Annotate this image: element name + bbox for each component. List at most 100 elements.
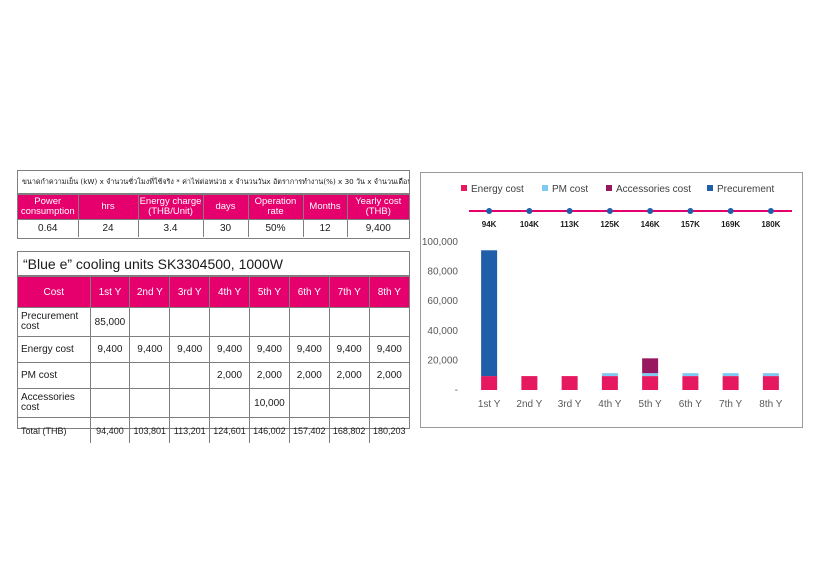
table-row: Accessories cost 10,000 [18, 388, 409, 418]
formula-header: Power consumption [18, 194, 79, 220]
table-cell: 94,400 [89, 417, 131, 443]
bar-segment [561, 376, 578, 390]
cost-table-panel: “Blue e” cooling units SK3304500, 1000W … [17, 251, 410, 443]
x-tick-label: 1st Y [478, 399, 501, 410]
legend-label: Energy cost [471, 184, 524, 195]
table-cell: 157,402 [288, 417, 330, 443]
table-cell [89, 388, 131, 418]
cumulative-marker [606, 208, 613, 214]
table-cell: 2,000 [249, 362, 290, 389]
cumulative-marker [566, 208, 573, 214]
table-cell: 2,000 [288, 362, 330, 389]
bar-segment [481, 376, 498, 390]
bar-segment [601, 376, 618, 390]
table-cell [169, 362, 211, 389]
table-cell [209, 307, 250, 337]
legend-label: Precurement [717, 184, 774, 195]
row-label: Total (THB) [18, 417, 91, 443]
cumulative-marker [687, 208, 694, 214]
cumulative-marker [727, 208, 734, 214]
table-cell: 9,400 [89, 336, 131, 363]
formula-header-row: Power consumption hrs Energy charge (THB… [18, 194, 409, 220]
table-cell [89, 362, 131, 389]
formula-value: 3.4 [137, 219, 204, 237]
table-cell [249, 307, 290, 337]
cost-header: 1st Y [89, 276, 131, 308]
cost-header: 4th Y [209, 276, 250, 308]
y-tick-label: 80,000 [427, 267, 458, 278]
bar-segment [722, 376, 739, 390]
cost-header: 6th Y [288, 276, 330, 308]
y-tick-label: 20,000 [427, 355, 458, 366]
row-label: Energy cost [18, 336, 91, 363]
y-tick-label: 60,000 [427, 296, 458, 307]
bar-segment [762, 376, 779, 390]
bar-segment [722, 373, 739, 377]
table-cell: 9,400 [328, 336, 370, 363]
y-tick-label: 100,000 [422, 237, 459, 248]
table-cell [328, 307, 370, 337]
table-cell: 9,400 [368, 336, 409, 363]
cost-header: 7th Y [328, 276, 370, 308]
cost-chart-panel: Energy cost PM cost Accessories cost Precur… [420, 172, 803, 428]
formula-table: Power consumption hrs Energy charge (THB… [18, 194, 409, 237]
formula-value: 50% [247, 219, 304, 237]
row-label: PM cost [18, 362, 91, 389]
table-cell [368, 307, 409, 337]
bar-segment [521, 376, 538, 390]
table-cell [368, 388, 409, 418]
cumulative-label: 157K [681, 220, 700, 229]
cumulative-label: 104K [520, 220, 539, 229]
x-tick-label: 2nd Y [516, 399, 542, 410]
formula-header: Energy charge (THB/Unit) [137, 194, 204, 220]
cumulative-marker [526, 208, 533, 214]
cost-header: 2nd Y [129, 276, 171, 308]
table-cell: 85,000 [89, 307, 131, 337]
x-tick-label: 6th Y [679, 399, 702, 410]
cost-table: Cost 1st Y 2nd Y 3rd Y 4th Y 5th Y 6th Y… [18, 276, 409, 443]
table-cell: 168,802 [328, 417, 370, 443]
table-cell [169, 307, 211, 337]
table-cell [288, 388, 330, 418]
cumulative-label: 180K [761, 220, 780, 229]
bar-segment [682, 376, 699, 390]
cost-chart: Energy cost PM cost Accessories cost Precur… [422, 184, 792, 410]
cost-table-title: “Blue e” cooling units SK3304500, 1000W [18, 252, 409, 276]
row-label: Accessories cost [18, 388, 91, 418]
formula-text: ขนาดกำความเย็น (kW) x จำนวนชั่วโมงที่ใช้… [18, 171, 409, 194]
formula-header: Months [302, 194, 348, 220]
cumulative-label: 125K [600, 220, 619, 229]
cumulative-label: 94K [482, 220, 497, 229]
yearly-energy-formula-panel: ขนาดกำความเย็น (kW) x จำนวนชั่วโมงที่ใช้… [17, 170, 410, 239]
x-tick-label: 7th Y [719, 399, 742, 410]
formula-value: 0.64 [18, 219, 79, 237]
formula-header: Operation rate [247, 194, 304, 220]
x-tick-label: 3rd Y [558, 399, 582, 410]
formula-header: hrs [77, 194, 139, 220]
table-cell: 146,002 [249, 417, 290, 443]
table-cell [288, 307, 330, 337]
table-cell: 2,000 [368, 362, 409, 389]
legend-swatch [461, 185, 467, 191]
cumulative-label: 146K [641, 220, 660, 229]
table-cell [129, 362, 171, 389]
table-cell: 9,400 [169, 336, 211, 363]
formula-value-row: 0.64 24 3.4 30 50% 12 9,400 [18, 219, 409, 237]
cost-header: 8th Y [368, 276, 409, 308]
table-cell: 2,000 [209, 362, 250, 389]
row-label: Precurement cost [18, 307, 91, 337]
table-cell: 9,400 [288, 336, 330, 363]
cost-header: 3rd Y [169, 276, 211, 308]
cumulative-label: 169K [721, 220, 740, 229]
cumulative-marker [767, 208, 774, 214]
table-cell: 9,400 [249, 336, 290, 363]
table-cell [328, 388, 370, 418]
x-tick-label: 5th Y [639, 399, 662, 410]
legend-swatch [707, 185, 713, 191]
formula-header: days [202, 194, 249, 220]
bar-segment [642, 358, 659, 374]
formula-header: Yearly cost (THB) [346, 194, 409, 220]
bar-segment [642, 376, 659, 390]
bar-segment [481, 250, 498, 377]
table-cell: 113,201 [169, 417, 211, 443]
